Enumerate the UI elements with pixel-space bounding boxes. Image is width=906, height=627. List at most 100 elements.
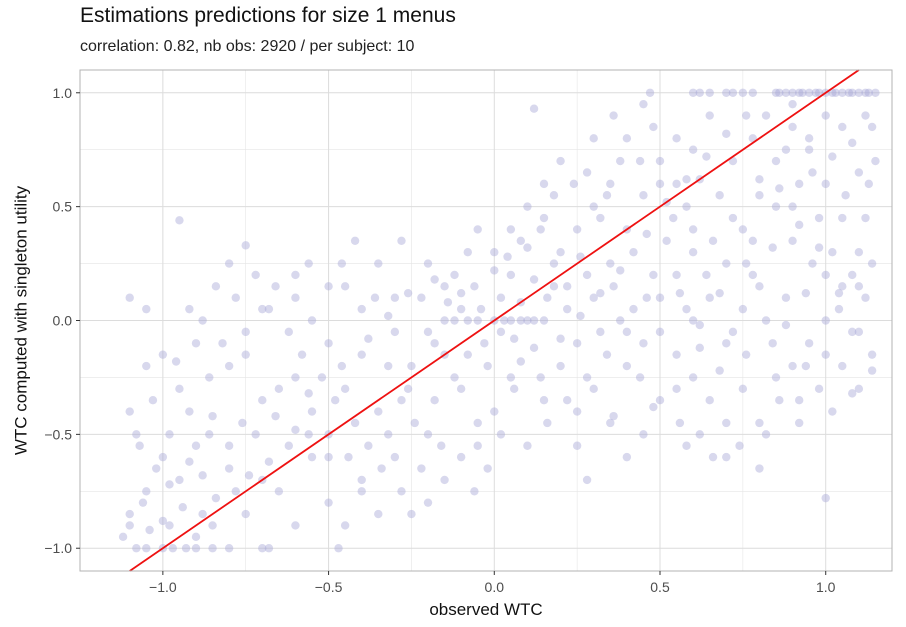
data-point — [642, 229, 651, 239]
data-point — [572, 339, 582, 348]
data-point — [831, 88, 840, 97]
data-point — [523, 202, 532, 211]
data-point — [340, 282, 350, 291]
data-point — [423, 327, 433, 337]
data-point — [639, 99, 648, 109]
data-point — [556, 156, 565, 166]
data-point — [443, 298, 453, 307]
x-axis-title: observed WTC — [429, 600, 542, 619]
data-point — [708, 236, 718, 245]
data-point — [672, 179, 681, 189]
data-point — [755, 282, 764, 291]
data-point — [798, 88, 807, 97]
data-point — [175, 384, 184, 394]
data-point — [616, 266, 625, 275]
data-point — [814, 243, 824, 252]
data-point — [572, 407, 582, 416]
data-point — [463, 247, 472, 257]
data-point — [241, 350, 250, 359]
data-point — [788, 361, 797, 371]
data-point — [708, 452, 718, 462]
data-point — [430, 396, 439, 405]
data-point — [224, 441, 234, 450]
data-point — [171, 357, 181, 366]
data-point — [864, 88, 873, 97]
y-tick-label: 0.0 — [53, 313, 73, 329]
data-point — [384, 430, 393, 439]
data-point — [258, 396, 267, 405]
data-point — [622, 452, 632, 462]
data-point — [748, 270, 757, 280]
data-point — [848, 270, 857, 280]
data-point — [158, 452, 168, 462]
data-point — [596, 213, 605, 223]
data-point — [496, 293, 506, 302]
data-point — [450, 316, 459, 325]
data-point — [722, 129, 731, 138]
data-point — [788, 122, 797, 132]
data-point — [165, 480, 174, 489]
data-point — [728, 88, 738, 97]
data-point — [304, 430, 313, 439]
data-point — [795, 396, 804, 405]
data-point — [473, 418, 482, 428]
x-tick-label: 0.5 — [650, 579, 670, 595]
data-point — [430, 275, 439, 284]
data-point — [748, 236, 757, 245]
data-point — [185, 457, 194, 466]
data-point — [384, 311, 393, 321]
data-point — [688, 88, 698, 97]
data-point — [728, 213, 738, 223]
data-point — [821, 493, 830, 503]
data-point — [861, 293, 870, 302]
data-point — [738, 304, 748, 314]
data-point — [350, 236, 360, 245]
data-point — [374, 259, 383, 268]
data-point — [695, 430, 704, 439]
data-point — [639, 191, 648, 200]
x-tick-label: −1.0 — [149, 579, 177, 595]
data-point — [715, 366, 724, 375]
data-point — [410, 418, 419, 428]
data-point — [142, 304, 151, 314]
data-point — [536, 373, 545, 382]
data-point — [795, 220, 804, 230]
data-point — [771, 88, 781, 97]
data-point — [218, 339, 227, 348]
data-point — [125, 521, 134, 530]
data-point — [655, 327, 665, 337]
data-point — [224, 544, 234, 553]
data-point — [450, 270, 459, 280]
data-point — [649, 270, 658, 280]
data-point — [715, 191, 724, 200]
data-point — [175, 216, 184, 225]
data-point — [529, 316, 539, 325]
data-point — [675, 418, 685, 428]
data-point — [572, 225, 582, 234]
reference-line — [129, 69, 860, 572]
scatter-points — [118, 88, 880, 553]
data-point — [480, 339, 489, 348]
data-point — [224, 361, 234, 371]
data-point — [118, 532, 128, 542]
data-point — [688, 247, 698, 257]
data-point — [804, 134, 814, 143]
data-point — [622, 134, 632, 143]
data-point — [473, 225, 482, 234]
data-point — [848, 138, 857, 148]
data-point — [470, 487, 479, 496]
data-point — [543, 293, 552, 302]
data-point — [645, 88, 655, 97]
data-point — [539, 396, 549, 405]
data-point — [456, 288, 466, 298]
data-point — [582, 373, 592, 382]
data-point — [181, 544, 191, 553]
data-point — [251, 270, 260, 280]
data-point — [539, 213, 549, 223]
data-point — [377, 464, 386, 473]
data-point — [775, 184, 784, 193]
data-point — [705, 111, 714, 120]
data-point — [490, 407, 499, 416]
x-tick-label: −0.5 — [315, 579, 343, 595]
data-point — [191, 441, 201, 450]
